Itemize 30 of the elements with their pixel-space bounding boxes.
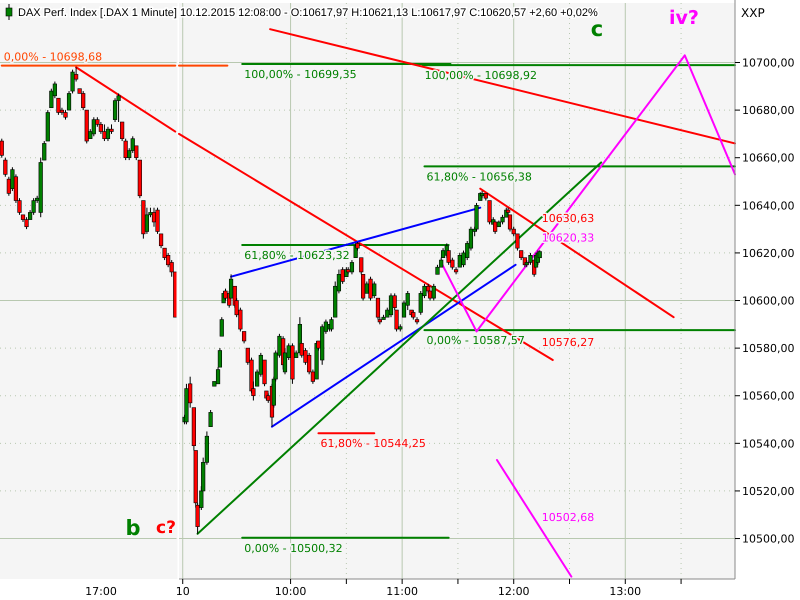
y-tick-label: 10700,00 — [742, 56, 794, 70]
y-tick-label: 10500,00 — [742, 532, 794, 546]
y-tick-label: 10520,00 — [742, 484, 794, 498]
series-label: 61,80% - 10544,25 — [320, 437, 426, 450]
text: XXP — [741, 6, 765, 20]
series-label: 100,00% - 10699,35 — [244, 68, 357, 82]
x-tick-label: 12:00 — [498, 585, 530, 598]
text: 17:00 — [85, 585, 117, 598]
annotation: c? — [156, 518, 176, 538]
y-tick-label: 10600,00 — [742, 294, 794, 308]
series-label: 10502,68 — [542, 511, 594, 524]
annotation: b — [125, 516, 141, 540]
y-tick-label: 10540,00 — [742, 437, 794, 450]
y-tick-label: 10640,00 — [742, 199, 794, 212]
y-tick-label: 10580,00 — [742, 342, 794, 356]
y-tick-label: 10660,00 — [742, 152, 794, 165]
annotation: c — [590, 17, 604, 41]
x-tick-label: 13:00 — [609, 585, 642, 598]
y-tick-label: 10620,00 — [742, 246, 794, 260]
series-label: 0,00% - 10500,32 — [244, 542, 343, 555]
text: DAX Perf. Index [.DAX 1 Minute] 10.12.2015 12:08:00 - O:10617,97 H:10621,13 L:10617,97 C:10620,57 +2,60 +0,02% — [18, 7, 598, 19]
series-label: 61,80% - 10656,38 — [426, 170, 532, 184]
annotation: iv? — [669, 7, 699, 29]
series-label: 10576,27 — [542, 336, 594, 350]
series-label: 0,00% - 10698,68 — [4, 50, 102, 64]
x-tick-label: 10:00 — [274, 585, 306, 598]
y-tick-label: 10560,00 — [742, 390, 794, 403]
x-tick-label: 10 — [176, 585, 190, 598]
x-tick-label: 11:00 — [386, 585, 418, 598]
y-tick-label: 10680,00 — [742, 104, 794, 118]
